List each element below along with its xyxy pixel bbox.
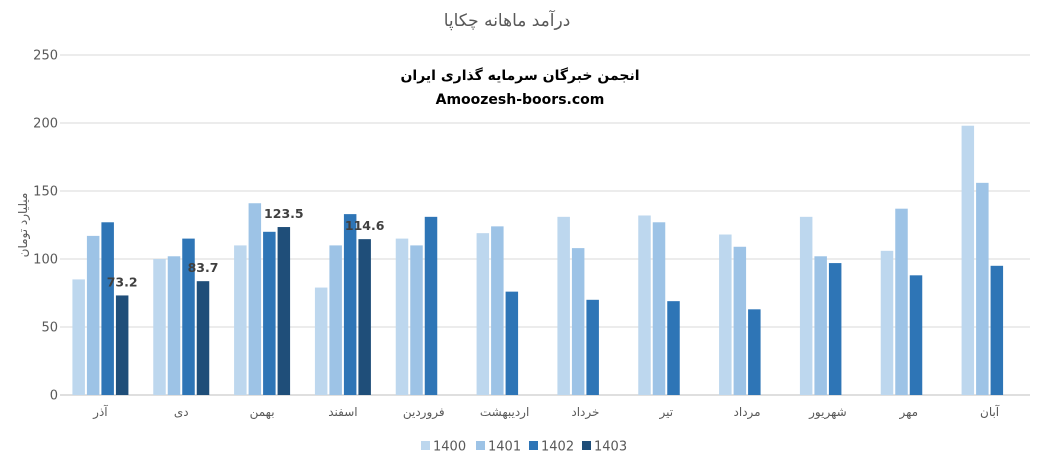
y-tick-label: 200 — [33, 117, 58, 132]
y-tick-label: 100 — [33, 253, 58, 268]
bar — [234, 245, 247, 395]
bar — [153, 259, 166, 395]
gridlines — [60, 54, 1030, 396]
bar — [895, 208, 908, 395]
bar — [505, 291, 519, 395]
category-label: فروردین — [403, 405, 445, 420]
bar — [329, 245, 342, 395]
category-label: آذر — [92, 404, 108, 420]
bar — [719, 234, 732, 395]
bar — [196, 281, 210, 395]
bar — [828, 263, 842, 395]
bar — [990, 265, 1004, 395]
data-labels: 73.2 83.7 123.5 114.6 — [107, 206, 385, 289]
legend-swatch — [476, 441, 485, 450]
chart-title: درآمد ماهانه چکاپا — [444, 9, 571, 31]
data-label: 114.6 — [345, 218, 385, 233]
bar — [72, 279, 85, 395]
bar — [909, 275, 923, 395]
y-tick-labels: 0 50 100 150 200 250 — [33, 49, 58, 404]
bar — [748, 309, 761, 395]
bar — [248, 203, 262, 395]
bar — [314, 287, 328, 395]
legend-swatch — [421, 441, 430, 450]
x-category-labels: آذر دی بهمن اسفند فروردین اردیبهشت خرداد تیر مرد… — [92, 404, 1000, 420]
data-label: 73.2 — [107, 274, 138, 289]
bar — [667, 301, 680, 395]
legend-swatch — [582, 441, 591, 450]
bar — [880, 250, 894, 395]
bar — [976, 182, 989, 395]
bar — [101, 222, 114, 395]
category-label: اسفند — [328, 405, 357, 419]
bar — [476, 233, 490, 395]
legend-label: 1402 — [541, 440, 574, 455]
y-tick-label: 50 — [41, 321, 58, 336]
category-label: مرداد — [734, 405, 761, 420]
overlay-line-1: انجمن خبرگان سرمایه گذاری ایران — [400, 67, 639, 84]
bar — [638, 215, 651, 395]
bar — [586, 299, 599, 395]
y-axis-label: میلیارد تومان — [16, 193, 31, 258]
bar — [277, 227, 291, 395]
bars — [72, 125, 1004, 395]
category-label: دی — [174, 405, 189, 419]
category-label: اردیبهشت — [480, 405, 529, 420]
bar — [167, 256, 181, 395]
y-tick-label: 150 — [33, 185, 58, 200]
data-label: 123.5 — [264, 206, 304, 221]
bar — [86, 235, 100, 395]
bar — [343, 214, 357, 395]
bar — [814, 256, 827, 395]
bar — [961, 125, 975, 395]
bar — [263, 231, 276, 395]
legend-label: 1401 — [488, 440, 521, 455]
category-label: خرداد — [571, 405, 599, 420]
category-label: شهریور — [808, 405, 847, 420]
overlay-line-2: Amoozesh-boors.com — [436, 92, 605, 108]
bar — [491, 226, 504, 395]
legend-label: 1403 — [594, 440, 627, 455]
bar — [358, 239, 371, 395]
bar — [182, 238, 195, 395]
bar — [115, 295, 129, 395]
data-label: 83.7 — [188, 260, 219, 275]
bar — [424, 216, 438, 395]
legend-swatch — [529, 441, 538, 450]
legend: 1400 1401 1402 1403 — [421, 440, 627, 455]
bar — [557, 216, 570, 395]
category-label: آبان — [980, 404, 1000, 419]
y-tick-label: 250 — [33, 49, 58, 64]
y-tick-label: 0 — [50, 389, 58, 404]
bar — [571, 248, 585, 395]
bar — [395, 238, 409, 395]
bar — [799, 216, 813, 395]
bar — [410, 245, 423, 395]
bar — [652, 222, 666, 395]
category-label: تیر — [658, 405, 673, 420]
category-label: مهر — [898, 405, 918, 420]
legend-label: 1400 — [433, 440, 466, 455]
category-label: بهمن — [250, 405, 275, 420]
bar — [733, 246, 747, 395]
